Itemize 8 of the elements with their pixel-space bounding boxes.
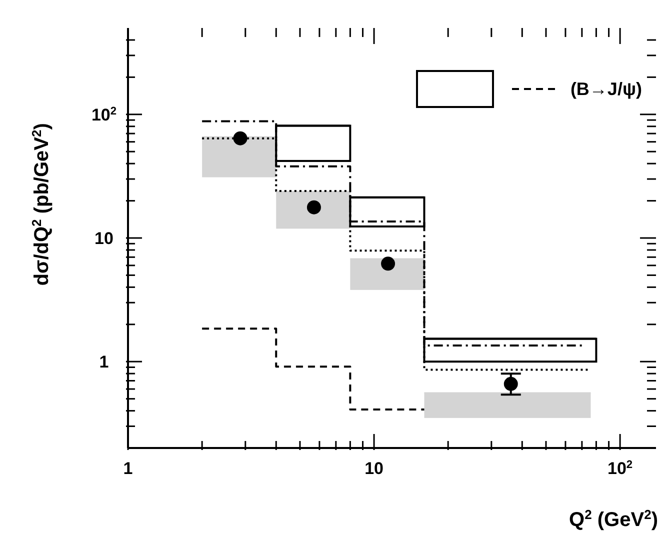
- x-axis-title: Q$^{2}$ (GeV$^{2}$): [569, 506, 658, 531]
- x-tick-label: 10$^{2}$: [608, 459, 633, 478]
- y-tick-label: 10: [94, 229, 114, 248]
- y-tick-label: 10$^{2}$: [91, 105, 117, 124]
- y-tick-label: 1: [99, 352, 109, 372]
- legend-label: (B→J/ψ): [570, 78, 642, 100]
- x-tick-label: 10: [364, 459, 384, 478]
- x-tick-label: 1: [123, 459, 133, 478]
